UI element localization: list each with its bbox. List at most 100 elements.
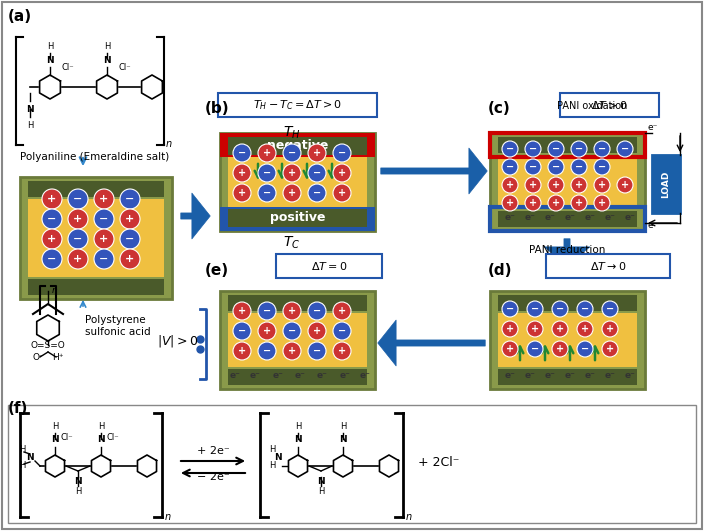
Circle shape <box>333 322 351 340</box>
Text: n: n <box>166 139 172 149</box>
Circle shape <box>308 302 326 320</box>
Circle shape <box>602 301 618 317</box>
Circle shape <box>68 209 88 229</box>
Bar <box>220 133 375 157</box>
Bar <box>8 405 696 523</box>
Circle shape <box>42 189 62 209</box>
Circle shape <box>527 341 543 357</box>
Text: +: + <box>47 234 56 244</box>
Text: (c): (c) <box>488 101 510 116</box>
Text: +: + <box>606 324 614 334</box>
Text: +: + <box>506 180 514 190</box>
Text: e⁻: e⁻ <box>505 372 515 381</box>
Bar <box>228 313 367 367</box>
Text: e⁻: e⁻ <box>272 372 284 381</box>
Text: $|V|>0$: $|V|>0$ <box>156 333 198 349</box>
Circle shape <box>502 177 518 193</box>
Text: +: + <box>47 194 56 204</box>
Text: $T_H$: $T_H$ <box>283 125 301 141</box>
Text: (e): (e) <box>205 263 229 278</box>
Bar <box>20 177 172 299</box>
Text: +: + <box>288 188 296 198</box>
Text: −: − <box>313 346 321 356</box>
Bar <box>490 207 645 231</box>
Text: H⁺: H⁺ <box>52 353 64 362</box>
Text: −: − <box>598 144 606 154</box>
Circle shape <box>571 177 587 193</box>
Bar <box>220 207 375 231</box>
Bar <box>498 137 637 153</box>
Text: +: + <box>506 198 514 208</box>
Bar <box>28 199 164 277</box>
Bar <box>228 209 367 227</box>
Text: −: − <box>238 148 246 158</box>
Circle shape <box>68 229 88 249</box>
Text: +: + <box>263 148 271 158</box>
Text: −: − <box>263 188 271 198</box>
Circle shape <box>283 164 301 182</box>
Circle shape <box>502 321 518 337</box>
Text: e⁻: e⁻ <box>584 213 596 222</box>
Text: +: + <box>238 346 246 356</box>
FancyBboxPatch shape <box>218 93 377 117</box>
Text: +: + <box>575 198 583 208</box>
Text: −: − <box>575 162 583 172</box>
Text: +: + <box>581 324 589 334</box>
Text: +: + <box>238 306 246 316</box>
Text: H: H <box>103 42 111 51</box>
FancyBboxPatch shape <box>546 254 670 278</box>
Bar <box>498 155 637 209</box>
Circle shape <box>548 195 564 211</box>
Circle shape <box>308 164 326 182</box>
Text: n: n <box>165 512 171 522</box>
Text: −: − <box>73 234 82 244</box>
Circle shape <box>333 164 351 182</box>
Text: $T_C$: $T_C$ <box>284 235 301 251</box>
Bar <box>498 313 637 367</box>
Circle shape <box>502 341 518 357</box>
Text: +: + <box>99 234 108 244</box>
Text: +: + <box>73 254 82 264</box>
Circle shape <box>42 249 62 269</box>
Text: −: − <box>506 144 514 154</box>
Circle shape <box>68 249 88 269</box>
Text: H: H <box>19 446 25 455</box>
Text: N: N <box>274 453 282 463</box>
Text: e⁻: e⁻ <box>230 372 241 381</box>
Text: −: − <box>575 144 583 154</box>
Text: O⁻: O⁻ <box>32 353 44 362</box>
Circle shape <box>258 144 276 162</box>
Text: +: + <box>338 346 346 356</box>
Text: H: H <box>46 42 54 51</box>
Circle shape <box>258 164 276 182</box>
Circle shape <box>120 229 140 249</box>
Circle shape <box>548 141 564 157</box>
Text: −: − <box>125 234 134 244</box>
Text: (f): (f) <box>8 401 28 416</box>
Text: H: H <box>295 422 301 431</box>
Circle shape <box>233 302 251 320</box>
Text: +: + <box>313 148 321 158</box>
Circle shape <box>333 342 351 360</box>
Bar <box>490 291 645 389</box>
Bar <box>228 369 367 385</box>
Text: +: + <box>263 326 271 336</box>
Text: +: + <box>338 188 346 198</box>
Text: −: − <box>598 162 606 172</box>
Text: −: − <box>338 326 346 336</box>
Text: +: + <box>531 324 539 334</box>
Text: e⁻: e⁻ <box>545 372 555 381</box>
Circle shape <box>552 321 568 337</box>
Text: +: + <box>529 180 537 190</box>
Bar <box>220 133 375 231</box>
Text: N: N <box>26 453 34 463</box>
Text: Polystyrene
sulfonic acid: Polystyrene sulfonic acid <box>85 315 151 337</box>
Text: −: − <box>125 194 134 204</box>
Circle shape <box>602 341 618 357</box>
Text: N: N <box>339 435 347 444</box>
Text: e⁻: e⁻ <box>317 372 327 381</box>
Circle shape <box>283 342 301 360</box>
Circle shape <box>527 321 543 337</box>
Text: H: H <box>27 121 33 130</box>
Circle shape <box>577 321 593 337</box>
